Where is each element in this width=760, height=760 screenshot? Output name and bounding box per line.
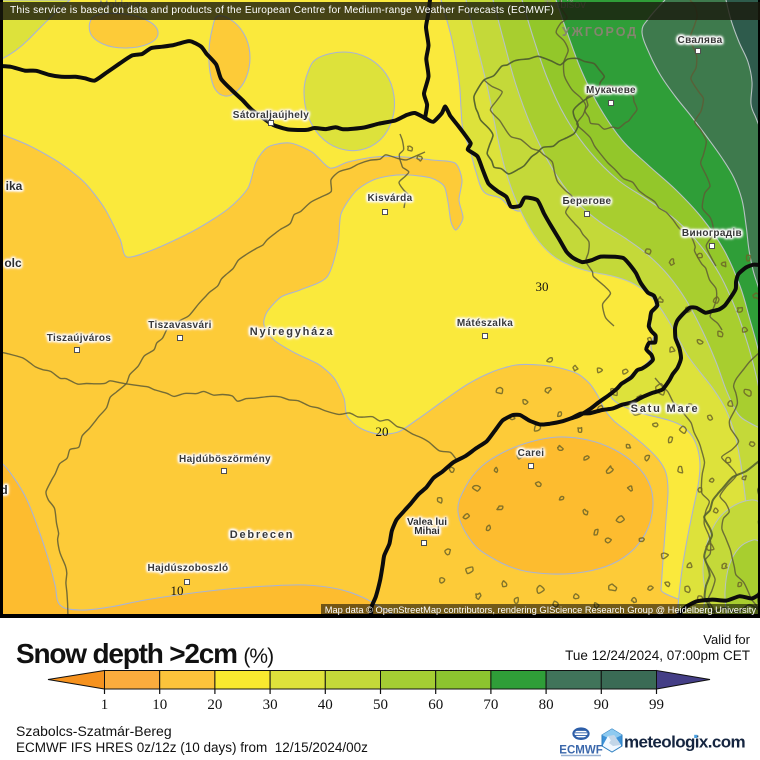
svg-text:10: 10 xyxy=(152,697,167,713)
svg-text:99: 99 xyxy=(649,697,664,713)
svg-text:20: 20 xyxy=(207,697,222,713)
svg-text:meteologix.com: meteologix.com xyxy=(624,733,746,752)
svg-text:50: 50 xyxy=(373,697,388,713)
svg-text:1: 1 xyxy=(101,697,109,713)
svg-text:10: 10 xyxy=(171,583,184,598)
svg-text:40: 40 xyxy=(318,697,333,713)
svg-text:20: 20 xyxy=(376,424,389,439)
svg-text:30: 30 xyxy=(263,697,278,713)
svg-text:УЖГОРОД: УЖГОРОД xyxy=(562,25,638,39)
svg-text:90: 90 xyxy=(594,697,609,713)
svg-text:60: 60 xyxy=(428,697,443,713)
svg-text:70: 70 xyxy=(483,697,498,713)
svg-text:80: 80 xyxy=(539,697,554,713)
svg-text:ECMWF: ECMWF xyxy=(560,745,603,757)
svg-text:30: 30 xyxy=(536,279,549,294)
